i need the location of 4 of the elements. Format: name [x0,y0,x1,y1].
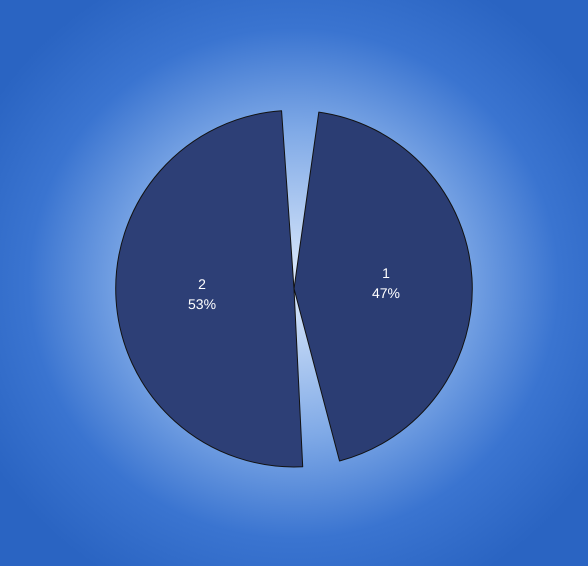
data-label: 53% [188,296,216,312]
slice-label: 2 [198,276,206,292]
data-label: 47% [372,285,400,302]
slice-label: 1 [382,265,390,282]
